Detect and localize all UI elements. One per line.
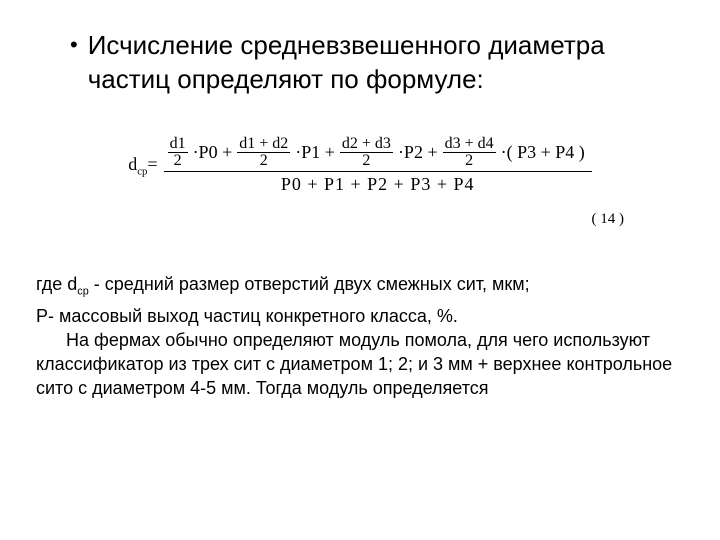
body-text: где dср - средний размер отверстий двух … xyxy=(36,272,684,400)
formula-term-3-num: d3 + d4 xyxy=(443,136,496,152)
formula-term-1-den: 2 xyxy=(258,153,270,169)
formula-lhs: dср= xyxy=(128,154,157,178)
formula-term-3-den: 2 xyxy=(463,153,475,169)
formula-term-2-den: 2 xyxy=(360,153,372,169)
heading-text: Исчисление средневзвешенного диаметра ча… xyxy=(88,28,684,96)
formula: dср= d1 2 ·P0 + d1 + d2 2 xyxy=(128,136,592,195)
formula-term-1-num: d1 + d2 xyxy=(237,136,290,152)
formula-term-2-frac: d2 + d3 2 xyxy=(340,136,393,169)
body-l1-post: - средний размер отверстий двух смежных … xyxy=(89,274,530,294)
body-l1-pre: где d xyxy=(36,274,77,294)
formula-term-2-after: ·P2 + xyxy=(395,142,441,163)
formula-lhs-eq: = xyxy=(147,154,157,174)
formula-main-fraction: d1 2 ·P0 + d1 + d2 2 ·P1 + d2 + d3 xyxy=(164,136,592,195)
body-l1-sub: ср xyxy=(77,286,88,298)
formula-lhs-sub: ср xyxy=(137,165,147,177)
body-line-1: где dср - средний размер отверстий двух … xyxy=(36,272,684,304)
equation-number: ( 14 ) xyxy=(36,211,624,228)
slide: • Исчисление средневзвешенного диаметра … xyxy=(0,0,720,540)
heading-bullet-row: • Исчисление средневзвешенного диаметра … xyxy=(70,28,684,96)
formula-term-2-num: d2 + d3 xyxy=(340,136,393,152)
formula-term-1-frac: d1 + d2 2 xyxy=(237,136,290,169)
formula-numerator: d1 2 ·P0 + d1 + d2 2 ·P1 + d2 + d3 xyxy=(164,136,592,171)
formula-area: dср= d1 2 ·P0 + d1 + d2 2 xyxy=(36,136,684,195)
formula-denominator: P0 + P1 + P2 + P3 + P4 xyxy=(277,172,479,195)
formula-lhs-base: d xyxy=(128,154,137,174)
formula-term-1-after: ·P1 + xyxy=(292,142,338,163)
bullet-icon: • xyxy=(70,28,78,62)
formula-term-0-frac: d1 2 xyxy=(168,136,188,169)
formula-term-3-frac: d3 + d4 2 xyxy=(443,136,496,169)
formula-term-3-after: ·( P3 + P4 ) xyxy=(498,142,588,163)
body-line-2: Р- массовый выход частиц конкретного кла… xyxy=(36,304,684,328)
formula-term-0-den: 2 xyxy=(172,153,184,169)
body-line-3: На фермах обычно определяют модуль помол… xyxy=(36,328,684,400)
formula-term-0-after: ·P0 + xyxy=(190,142,236,163)
formula-term-0-num: d1 xyxy=(168,136,188,152)
